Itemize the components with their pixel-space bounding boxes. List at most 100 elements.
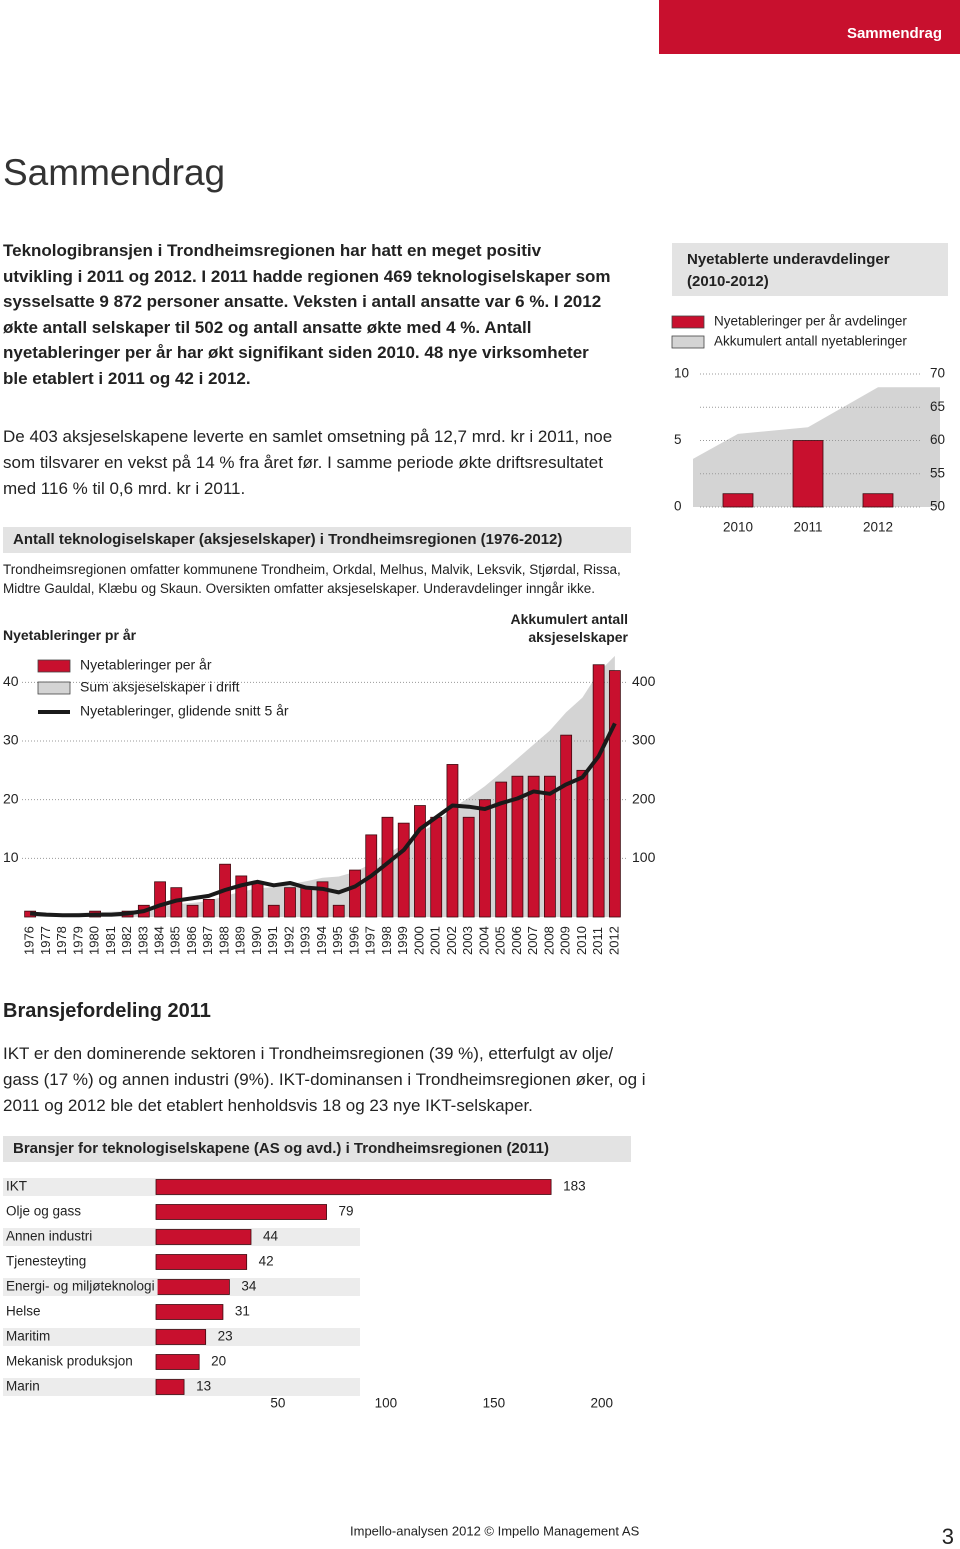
value-label: 44 (263, 1229, 279, 1244)
y2-tick-label: 55 (930, 465, 945, 480)
x-tick-label: 2011 (793, 520, 822, 535)
bar (576, 769, 589, 918)
x-tick-label: 100 (375, 1396, 398, 1411)
y2-axis-label: Akkumulert antall aksjeselskaper (510, 611, 628, 645)
intro: Teknologibransjen i Trondheimsregionen h… (3, 241, 611, 388)
category-label: Marin (6, 1379, 40, 1394)
x-tick-label: 1982 (119, 926, 134, 955)
bar (202, 899, 215, 918)
bar (608, 670, 621, 918)
y-tick-label: 40 (3, 673, 19, 689)
y2-tick-label: 200 (632, 790, 656, 806)
footer-text: Impello-analysen 2012 © Impello Manageme… (350, 1523, 640, 1538)
x-tick-label: 1989 (233, 926, 248, 955)
y2-tick-label: 60 (930, 432, 945, 447)
bar (862, 493, 894, 508)
bar (155, 1179, 552, 1195)
bar (414, 805, 426, 918)
x-tick-label: 200 (591, 1396, 614, 1411)
legend-swatch (37, 681, 71, 695)
value-label: 79 (339, 1204, 354, 1219)
bar (544, 775, 556, 918)
chart-title: Antall teknologiselskaper (aksjeselskape… (3, 527, 631, 553)
value-label: 31 (235, 1304, 250, 1319)
x-tick-label: 1997 (363, 926, 378, 955)
label-bg (3, 1253, 90, 1271)
section-title: Bransjefordeling 2011 (3, 1000, 211, 1022)
x-tick-label: 1978 (54, 926, 69, 955)
value-label: 23 (218, 1329, 233, 1344)
bar (155, 1279, 230, 1295)
bar (155, 1354, 200, 1370)
category-label: Tjenesteyting (6, 1254, 86, 1269)
category-label: Helse (6, 1304, 41, 1319)
value-label: 42 (259, 1254, 274, 1269)
bar (155, 1329, 207, 1345)
y-tick-label: 0 (674, 499, 682, 514)
bar (267, 904, 280, 918)
x-tick-label: 150 (483, 1396, 506, 1411)
y2-tick-label: 300 (632, 732, 656, 748)
legend-swatch (671, 335, 705, 349)
x-tick-label: 2012 (863, 520, 893, 535)
bar (155, 1204, 327, 1220)
x-tick-label: 2009 (558, 926, 573, 955)
category-label: Annen industri (6, 1229, 92, 1244)
x-tick-label: 1983 (135, 926, 150, 955)
header-tab: Sammendrag (847, 25, 942, 42)
x-tick-label: 2011 (590, 927, 605, 955)
x-tick-label: 1998 (379, 926, 394, 955)
bar (155, 1229, 252, 1245)
y2-tick-label: 65 (930, 399, 945, 414)
x-tick-label: 2012 (606, 926, 621, 955)
bar (527, 775, 540, 918)
bar (397, 822, 410, 918)
x-tick-label: 2001 (428, 926, 443, 955)
bar (462, 816, 475, 918)
x-tick-label: 1977 (38, 926, 53, 955)
paragraph: De 403 aksjeselskapene leverte en samlet… (3, 427, 613, 498)
bar (479, 799, 491, 918)
bar (511, 775, 524, 918)
bar (792, 440, 824, 508)
bar (284, 887, 296, 918)
bar (592, 664, 605, 918)
label-bg (3, 1353, 136, 1371)
legend-swatch (37, 659, 71, 673)
x-tick-label: 1988 (216, 926, 231, 955)
x-tick-label: 2007 (525, 926, 540, 955)
bar (155, 1379, 185, 1395)
x-tick-label: 1993 (298, 926, 313, 955)
y2-tick-label: 400 (632, 673, 656, 689)
label-bg (3, 1378, 43, 1396)
y2-tick-label: 100 (632, 849, 656, 865)
label-bg (3, 1278, 158, 1296)
page-number: 3 (942, 1524, 954, 1549)
bar (300, 887, 313, 918)
x-tick-label: 1980 (87, 926, 102, 955)
x-tick-label: 2006 (509, 926, 524, 955)
x-tick-label: 2003 (460, 926, 475, 955)
line (29, 722, 617, 918)
x-tick-label: 1984 (152, 926, 167, 955)
x-tick-label: 1986 (184, 926, 199, 955)
y-tick-label: 30 (3, 732, 19, 748)
x-tick-label: 2000 (411, 926, 426, 955)
y-tick-label: 10 (674, 366, 689, 381)
x-tick-label: 1976 (22, 926, 37, 955)
legend-swatch (671, 315, 705, 329)
legend-label: Nyetableringer per år (80, 657, 212, 673)
y2-tick-label: 50 (930, 499, 945, 514)
x-tick-label: 1985 (168, 926, 183, 955)
chart-title: Bransjer for teknologiselskapene (AS og … (3, 1136, 631, 1162)
header-tab-bg (659, 0, 960, 54)
bar (495, 781, 508, 918)
page-title: Sammendrag (3, 152, 226, 193)
bar (155, 1304, 224, 1320)
chart-title: Nyetablerte underavdelinger (2010-2012) (672, 243, 948, 296)
legend-label: Nyetableringer per år avdelinger (714, 314, 907, 329)
bar (316, 881, 329, 918)
x-tick-label: 2010 (723, 520, 753, 535)
bar (349, 869, 361, 918)
